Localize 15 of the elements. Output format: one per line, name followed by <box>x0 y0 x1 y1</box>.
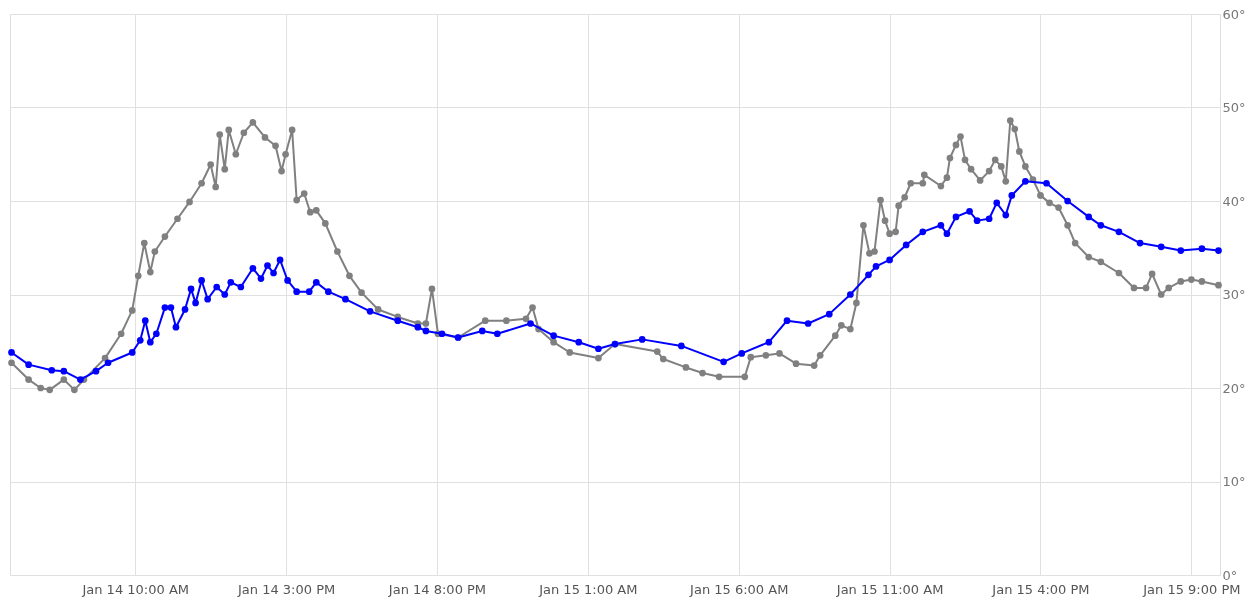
y-tick-label: 40° <box>1222 193 1246 209</box>
x-tick-label: Jan 14 3:00 PM <box>236 581 336 597</box>
y-tick-label: 30° <box>1222 287 1246 302</box>
x-tick-label: Jan 15 6:00 AM <box>689 581 789 597</box>
y-tick-label: 20° <box>1222 380 1246 396</box>
x-tick-label: Jan 15 1:00 AM <box>538 581 638 597</box>
x-tick-label: Jan 14 10:00 AM <box>81 581 190 597</box>
x-tick-label: Jan 15 4:00 PM <box>991 581 1090 597</box>
y-tick-label: 60° <box>1222 6 1246 22</box>
y-tick-label: 0° <box>1222 567 1238 583</box>
y-tick-label: 50° <box>1222 100 1246 115</box>
x-tick-label: Jan 14 8:00 PM <box>387 581 487 597</box>
x-tick-label: Jan 15 9:00 PM <box>1142 581 1241 597</box>
x-tick-label: Jan 15 11:00 AM <box>835 581 944 597</box>
y-tick-label: 10° <box>1222 474 1246 489</box>
